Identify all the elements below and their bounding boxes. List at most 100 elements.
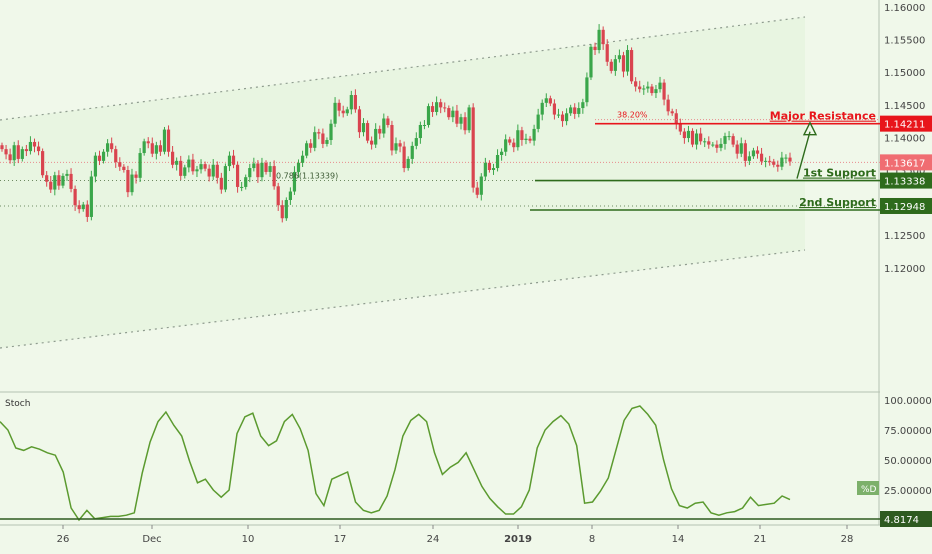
candle-body <box>642 88 646 90</box>
axes-layer: 1.16000 1.15500 1.15000 1.14500 1.14000 1.135… <box>57 3 932 545</box>
candle-body <box>183 167 187 176</box>
candle-body <box>634 81 638 87</box>
candle-body <box>784 157 788 159</box>
candle-body <box>759 153 764 162</box>
candle-body <box>365 123 370 141</box>
candle-body <box>512 142 516 148</box>
price-tick-label: 1.15000 <box>884 68 925 79</box>
stoch-value-box <box>880 511 932 527</box>
candle-body <box>552 103 557 115</box>
candle-body <box>613 59 617 71</box>
price-tick-label: 1.14000 <box>884 133 925 144</box>
fib-786-label: 0.786(1.13339) <box>276 172 338 181</box>
channel-layer <box>0 16 806 349</box>
candle-body <box>479 176 483 195</box>
candle-body <box>341 110 345 114</box>
candle-body <box>426 106 431 126</box>
candle-body <box>735 144 739 154</box>
candle-body <box>731 136 735 145</box>
candle-body <box>654 89 658 94</box>
candle-body <box>272 166 276 187</box>
time-tick-label: 2019 <box>504 534 532 545</box>
levels-layer <box>0 161 880 207</box>
candle-body <box>536 114 540 129</box>
candle-body <box>743 143 747 161</box>
candle-body <box>585 77 589 103</box>
candle-body <box>573 107 577 114</box>
candle-body <box>711 144 715 146</box>
candle-body <box>475 187 479 195</box>
price-tick-label: 1.14500 <box>884 101 925 112</box>
candle-body <box>199 164 203 170</box>
candle-body <box>670 111 674 114</box>
stoch-series-tag: %D <box>861 485 877 495</box>
stoch-layer <box>0 405 880 522</box>
time-tick-label: 8 <box>589 534 595 545</box>
candle-body <box>386 118 390 126</box>
stoch-tick-label: 50.00000 <box>884 456 932 467</box>
candle-body <box>146 141 150 144</box>
candle-body <box>252 163 256 169</box>
candle-body <box>81 204 85 210</box>
price-axis-background <box>880 0 932 550</box>
candle-body <box>524 138 528 141</box>
candle-body <box>0 145 4 150</box>
candle-body <box>491 168 496 170</box>
projection-arrow-head <box>802 121 818 136</box>
candle-body <box>650 86 654 94</box>
candle-body <box>435 102 439 112</box>
candle-body <box>520 130 524 141</box>
candle-body <box>65 173 69 176</box>
candle-body <box>158 145 163 152</box>
second-support-label: 2nd Support <box>799 196 876 209</box>
candle-body <box>260 162 264 178</box>
candle-body <box>53 175 57 190</box>
candle-body <box>605 44 609 62</box>
price-label-text: 1.12948 <box>884 202 925 213</box>
major-resistance-label: Major Resistance <box>770 110 876 123</box>
candle-body <box>451 110 455 118</box>
candle-body <box>32 141 37 147</box>
candle-body <box>560 114 565 122</box>
candle-body <box>345 109 349 114</box>
price-label-box <box>880 115 932 132</box>
candle-body <box>768 160 772 162</box>
candle-body <box>276 186 280 206</box>
candle-body <box>564 113 569 122</box>
candle-body <box>142 141 146 154</box>
candle-body <box>215 164 219 178</box>
candles-layer <box>0 24 792 223</box>
time-tick-label: 24 <box>427 534 440 545</box>
candle-body <box>723 136 727 144</box>
candle-body <box>703 141 707 143</box>
candle-body <box>601 29 605 45</box>
candle-body <box>296 162 301 172</box>
price-label-box <box>880 197 932 214</box>
candle-body <box>207 168 211 177</box>
candle-body <box>374 128 378 145</box>
candle-body <box>240 186 244 188</box>
candle-body <box>621 55 626 72</box>
candle-body <box>719 143 723 148</box>
candle-body <box>739 143 743 154</box>
candle-body <box>357 109 362 133</box>
candle-body <box>134 174 138 178</box>
candle-body <box>662 82 666 100</box>
candle-body <box>130 174 134 193</box>
candle-body <box>593 46 597 51</box>
candle-body <box>36 146 41 152</box>
candle-body <box>106 143 110 152</box>
price-label-box <box>880 172 932 189</box>
candle-body <box>264 162 268 172</box>
candle-body <box>414 138 418 146</box>
candle-body <box>300 155 305 163</box>
candle-body <box>548 98 552 104</box>
candle-body <box>439 102 443 108</box>
candle-body <box>569 107 573 114</box>
candle-body <box>4 149 8 155</box>
candle-body <box>410 145 414 159</box>
candle-body <box>455 110 459 124</box>
candle-body <box>764 160 768 162</box>
price-tick-label: 1.13500 <box>884 166 925 177</box>
candle-body <box>24 149 28 152</box>
